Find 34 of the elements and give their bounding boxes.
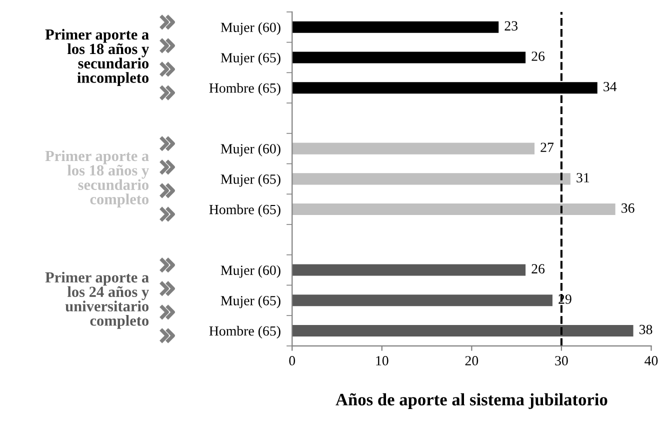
data-label: 27 (540, 142, 554, 152)
bar (292, 324, 634, 336)
bar (292, 52, 526, 64)
data-label: 23 (504, 21, 518, 31)
y-tick-label: Mujer (65) (220, 52, 280, 66)
x-tick-label: 0 (289, 356, 296, 366)
data-label: 26 (532, 264, 545, 274)
y-tick-label: Hombre (65) (209, 326, 280, 339)
y-tick-label: Mujer (60) (220, 265, 280, 278)
x-axis-title: Años de aporte al sistema jubilatorio (336, 393, 608, 410)
bar (292, 294, 552, 306)
y-tick-label: Mujer (60) (220, 144, 280, 156)
data-label: 31 (576, 173, 590, 182)
text: Primer aporte a los 18 años y secundario completo (45, 150, 149, 208)
y-tick-label: Mujer (65) (220, 296, 280, 308)
bar (292, 21, 499, 33)
y-tick-label: Mujer (65) (220, 174, 280, 187)
bar (292, 204, 616, 216)
x-tick-label: 30 (555, 356, 568, 366)
data-label: 26 (532, 52, 545, 61)
data-label: 34 (604, 82, 617, 92)
y-tick-label: Hombre (65) (209, 83, 280, 96)
bar (292, 173, 570, 185)
text: Primer aporte a los 24 años y universitario completo (45, 272, 149, 329)
data-label: 36 (622, 203, 634, 213)
text: Primer aporte a los 18 años y secundario incompleto (45, 28, 149, 86)
x-tick-label: 10 (376, 356, 388, 366)
x-tick-label: 40 (644, 356, 658, 366)
y-tick-label: Mujer (60) (220, 22, 280, 35)
y-tick-label: Hombre (65) (209, 204, 280, 218)
data-label: 38 (640, 324, 652, 334)
x-tick-label: 20 (465, 356, 478, 366)
bar (292, 264, 526, 276)
bar (292, 142, 535, 154)
